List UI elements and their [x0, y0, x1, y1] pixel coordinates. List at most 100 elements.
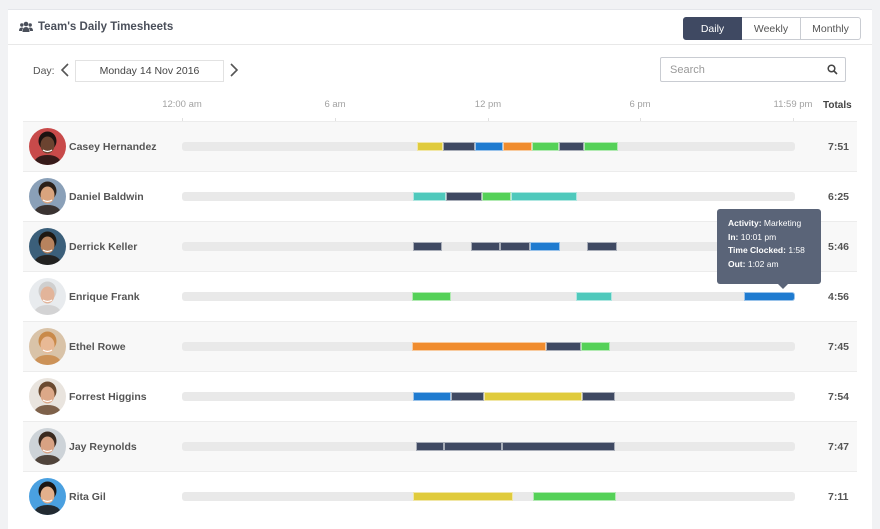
search-input[interactable] — [670, 58, 820, 81]
employee-name[interactable]: Forrest Higgins — [69, 391, 147, 403]
tooltip-clocked-value: 1:58 — [788, 245, 805, 255]
tooltip-out-value: 1:02 am — [747, 258, 779, 269]
timeline-track — [182, 242, 795, 251]
tooltip-activity-value: Marketing — [763, 218, 802, 228]
card-header: Team's Daily Timesheets Daily Weekly Mon… — [8, 10, 872, 45]
time-segment-orange[interactable] — [412, 342, 546, 351]
time-segment-green[interactable] — [584, 142, 618, 151]
chevron-right-icon[interactable] — [228, 61, 240, 79]
day-label: Day: — [33, 65, 55, 77]
avatar — [29, 178, 66, 215]
time-segment-teal[interactable] — [576, 292, 612, 301]
time-segment-navy[interactable] — [416, 442, 444, 451]
timeline-track — [182, 192, 795, 201]
employee-row[interactable]: Ethel Rowe 7:45 — [23, 321, 857, 371]
time-segment-teal[interactable] — [511, 192, 577, 201]
time-segment-navy[interactable] — [546, 342, 581, 351]
time-segment-navy[interactable] — [413, 242, 442, 251]
time-segment-navy[interactable] — [582, 392, 615, 401]
tick-mark — [182, 118, 183, 122]
time-segment-navy[interactable] — [559, 142, 584, 151]
view-toggle: Daily Weekly Monthly — [683, 17, 861, 40]
time-segment-green[interactable] — [412, 292, 451, 301]
employee-row[interactable]: Casey Hernandez 7:51 — [23, 121, 857, 171]
avatar — [29, 128, 66, 165]
time-segment-navy[interactable] — [471, 242, 500, 251]
employee-row[interactable]: Jay Reynolds 7:47 — [23, 421, 857, 471]
employee-total: 7:54 — [828, 391, 850, 403]
time-segment-yellow[interactable] — [484, 392, 582, 401]
tooltip-clocked-label: Time Clocked: — [728, 245, 786, 255]
time-segment-teal[interactable] — [413, 192, 446, 201]
time-segment-orange[interactable] — [503, 142, 532, 151]
timeline-track — [182, 392, 795, 401]
team-icon — [19, 21, 33, 32]
time-segment-navy[interactable] — [587, 242, 617, 251]
employee-total: 4:56 — [828, 291, 850, 303]
tick-label: 12:00 am — [162, 99, 202, 110]
chevron-left-icon[interactable] — [59, 61, 71, 79]
employee-total: 5:46 — [828, 241, 850, 253]
tick-label: 12 pm — [474, 99, 502, 110]
avatar — [29, 278, 66, 315]
employee-row[interactable]: Forrest Higgins 7:54 — [23, 371, 857, 421]
time-segment-navy[interactable] — [446, 192, 482, 201]
employee-total: 7:11 — [828, 491, 849, 503]
employee-name[interactable]: Ethel Rowe — [69, 341, 126, 353]
tick-mark — [488, 118, 489, 122]
tick-label: 11:59 pm — [773, 99, 813, 110]
avatar — [29, 228, 66, 265]
avatar — [29, 378, 66, 415]
employee-name[interactable]: Enrique Frank — [69, 291, 140, 303]
time-segment-blue[interactable] — [530, 242, 560, 251]
time-segment-green[interactable] — [581, 342, 610, 351]
tab-monthly[interactable]: Monthly — [801, 17, 861, 40]
time-segment-blue[interactable] — [744, 292, 795, 301]
employee-name[interactable]: Rita Gil — [69, 491, 106, 503]
time-segment-yellow[interactable] — [417, 142, 443, 151]
timeline-track — [182, 142, 795, 151]
employee-total: 7:45 — [828, 341, 850, 353]
totals-header: Totals — [823, 100, 852, 111]
time-segment-navy[interactable] — [444, 442, 502, 451]
time-segment-green[interactable] — [533, 492, 616, 501]
tick-mark — [793, 118, 794, 122]
tooltip-in-value: 10:01 pm — [740, 231, 777, 242]
time-segment-yellow[interactable] — [413, 492, 513, 501]
timeline-track — [182, 492, 795, 501]
time-segment-navy[interactable] — [502, 442, 615, 451]
employee-name[interactable]: Jay Reynolds — [69, 441, 137, 453]
segment-tooltip: Activity: Marketing In: 10:01 pm Time Cl… — [717, 209, 821, 289]
employee-list: Casey Hernandez 7:51 Daniel Baldwin 6:25 Der… — [23, 121, 857, 521]
search-field — [660, 57, 846, 82]
time-segment-navy[interactable] — [451, 392, 484, 401]
time-segment-navy[interactable] — [500, 242, 530, 251]
tooltip-out-label: Out: — [728, 258, 746, 269]
search-icon[interactable] — [827, 64, 838, 75]
time-segment-navy[interactable] — [443, 142, 475, 151]
tick-mark — [640, 118, 641, 122]
current-date: Monday 14 Nov 2016 — [75, 60, 224, 82]
time-segment-blue[interactable] — [475, 142, 503, 151]
tab-daily[interactable]: Daily — [683, 17, 742, 40]
page-title: Team's Daily Timesheets — [38, 21, 174, 33]
tick-label: 6 am — [324, 99, 346, 110]
tooltip-in-label: In: — [728, 231, 739, 242]
employee-name[interactable]: Casey Hernandez — [69, 141, 157, 153]
timesheets-card: Team's Daily Timesheets Daily Weekly Mon… — [8, 9, 872, 529]
employee-name[interactable]: Derrick Keller — [69, 241, 138, 253]
employee-total: 7:47 — [828, 441, 850, 453]
tab-weekly[interactable]: Weekly — [742, 17, 801, 40]
timeline-track — [182, 442, 795, 451]
avatar — [29, 428, 66, 465]
tick-label: 6 pm — [629, 99, 651, 110]
employee-name[interactable]: Daniel Baldwin — [69, 191, 144, 203]
employee-total: 6:25 — [828, 191, 850, 203]
tick-mark — [335, 118, 336, 122]
time-segment-blue[interactable] — [413, 392, 451, 401]
time-segment-green[interactable] — [482, 192, 511, 201]
time-segment-green[interactable] — [532, 142, 559, 151]
employee-row[interactable]: Rita Gil 7:11 — [23, 471, 857, 521]
avatar — [29, 328, 66, 365]
employee-total: 7:51 — [828, 141, 850, 153]
